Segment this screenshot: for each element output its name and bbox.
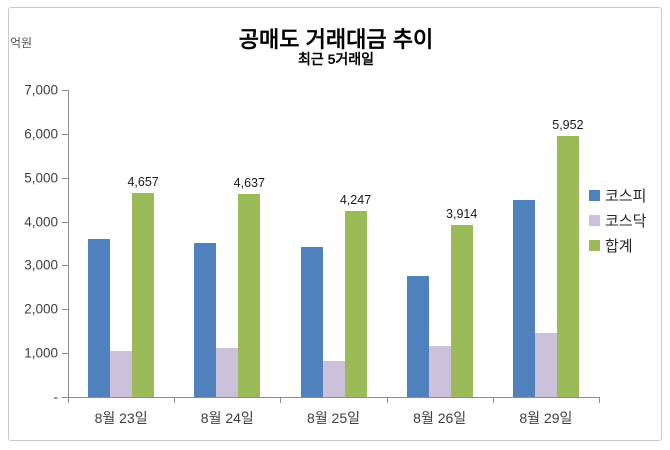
bar-코스피-8월 29일 xyxy=(512,200,535,397)
bar-합계-8월 29일 xyxy=(556,136,579,397)
bar-합계-8월 25일 xyxy=(344,211,367,397)
y-axis-tick-label: 5,000 xyxy=(24,170,58,186)
legend-item-코스닥: 코스닥 xyxy=(589,208,661,233)
legend-label: 합계 xyxy=(605,238,633,255)
y-axis-tick xyxy=(62,90,68,91)
y-axis-unit-label: 억원 xyxy=(10,36,33,50)
bar-코스닥-8월 29일 xyxy=(534,333,557,397)
x-axis-tick xyxy=(280,398,282,403)
x-axis-tick xyxy=(386,398,388,403)
bar-data-label: 5,952 xyxy=(552,118,584,132)
x-axis-category-label: 8월 26일 xyxy=(413,410,467,426)
bar-data-label: 3,914 xyxy=(446,207,478,221)
y-axis-tick-label: 7,000 xyxy=(24,82,58,98)
x-axis-line xyxy=(63,397,600,398)
legend-item-코스피: 코스피 xyxy=(589,183,661,208)
chart-title: 공매도 거래대금 추이 xyxy=(238,27,434,52)
y-axis-tick xyxy=(62,353,68,355)
x-axis-category-label: 8월 25일 xyxy=(306,410,360,426)
bar-코스닥-8월 25일 xyxy=(322,361,345,397)
y-axis-tick xyxy=(62,221,68,223)
y-axis-tick-label: - xyxy=(53,389,59,405)
x-axis-category-label: 8월 23일 xyxy=(94,410,148,426)
legend-label: 코스닥 xyxy=(605,213,647,230)
x-axis-tick xyxy=(492,398,494,403)
y-axis-tick xyxy=(62,309,68,311)
y-axis-line xyxy=(68,90,69,402)
y-axis-tick xyxy=(62,177,68,179)
bar-코스피-8월 26일 xyxy=(406,276,429,397)
bar-합계-8월 23일 xyxy=(132,193,155,397)
x-axis-category-label: 8월 24일 xyxy=(200,410,254,426)
bar-data-label: 4,247 xyxy=(339,193,372,207)
chart-subtitle: 최근 5거래일 xyxy=(297,51,375,67)
legend-item-합계: 합계 xyxy=(589,233,661,258)
y-axis-tick-label: 1,000 xyxy=(24,345,58,361)
bar-코스닥-8월 26일 xyxy=(428,346,451,397)
y-axis-tick-label: 6,000 xyxy=(24,126,58,142)
y-axis-tick-label: 3,000 xyxy=(24,257,58,273)
bar-data-label: 4,657 xyxy=(127,175,159,189)
bar-코스피-8월 24일 xyxy=(194,243,217,397)
bar-합계-8월 24일 xyxy=(238,194,261,397)
y-axis-tick-label: 2,000 xyxy=(24,301,58,317)
y-axis-tick-label: 4,000 xyxy=(24,214,58,230)
bar-코스피-8월 25일 xyxy=(300,247,323,397)
bar-코스닥-8월 24일 xyxy=(216,348,239,397)
bar-data-label: 4,637 xyxy=(233,176,265,190)
legend-swatch-icon xyxy=(589,215,600,226)
y-axis-tick xyxy=(62,133,68,135)
x-axis-tick xyxy=(599,398,600,403)
bar-코스피-8월 23일 xyxy=(88,239,111,397)
x-axis-category-label: 8월 29일 xyxy=(519,410,573,426)
bar-합계-8월 26일 xyxy=(450,225,473,397)
bar-코스닥-8월 23일 xyxy=(110,351,133,397)
legend-swatch-icon xyxy=(589,190,600,201)
legend-swatch-icon xyxy=(589,240,600,251)
x-axis-tick xyxy=(68,398,69,403)
legend-label: 코스피 xyxy=(605,188,647,205)
x-axis-tick xyxy=(174,398,176,403)
y-axis-tick xyxy=(62,265,68,267)
